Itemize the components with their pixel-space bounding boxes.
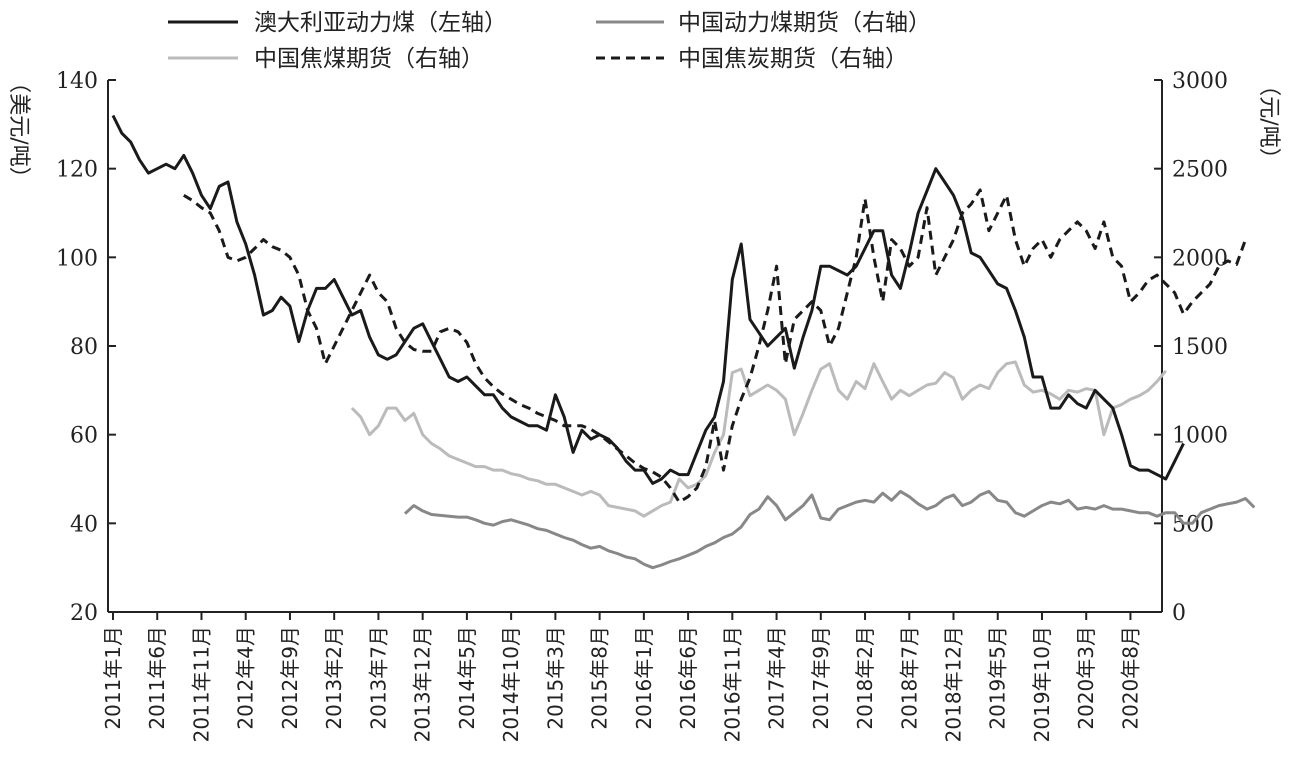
left-tick-label: 60 <box>70 424 98 449</box>
series-layer <box>111 114 1256 570</box>
right-tick-label: 1000 <box>1172 424 1228 449</box>
x-tick-label: 2011年6月 <box>145 626 169 730</box>
right-tick-label: 2000 <box>1172 246 1228 271</box>
legend-label-thermal-futures: 中国动力煤期货（右轴） <box>678 10 931 36</box>
x-tick-label: 2011年1月 <box>101 626 125 730</box>
x-tick-label: 2013年12月 <box>411 626 435 742</box>
x-tick-label: 2018年12月 <box>942 626 966 742</box>
left-tick-label: 40 <box>70 512 98 537</box>
left-tick-label: 20 <box>70 601 98 626</box>
x-tick-label: 2012年9月 <box>278 626 302 730</box>
right-tick-label: 1500 <box>1172 335 1228 360</box>
x-tick-label: 2018年2月 <box>853 626 877 730</box>
x-tick-label: 2013年2月 <box>322 626 346 730</box>
series-line-aus-thermal-coal <box>111 114 1185 485</box>
left-tick-label: 100 <box>56 246 98 271</box>
x-tick-label: 2020年3月 <box>1074 626 1098 730</box>
x-axis-ticks: 2011年1月 2011年6月 2011年11月 2012年4月 2012年9月 2013… <box>101 612 1142 742</box>
x-tick-label: 2016年11月 <box>720 626 744 742</box>
series-line-china-thermal-coal-futures <box>403 489 1256 570</box>
x-tick-label: 2019年5月 <box>986 626 1010 730</box>
x-tick-label: 2016年6月 <box>676 626 700 730</box>
x-tick-label: 2018年7月 <box>897 626 921 730</box>
x-tick-label: 2012年4月 <box>234 626 258 730</box>
x-tick-label: 2015年8月 <box>588 626 612 730</box>
left-axis-title: （美元/吨） <box>6 71 31 188</box>
x-tick-label: 2017年4月 <box>765 626 789 730</box>
x-tick-label: 2011年11月 <box>189 626 213 742</box>
left-tick-label: 140 <box>56 69 98 94</box>
x-tick-label: 2014年5月 <box>455 626 479 730</box>
right-tick-label: 0 <box>1172 601 1186 626</box>
right-tick-label: 3000 <box>1172 69 1228 94</box>
series-line-china-coking-coal-futures <box>350 360 1167 518</box>
x-tick-label: 2015年3月 <box>543 626 567 730</box>
legend-label-aus: 澳大利亚动力煤（左轴） <box>254 10 507 36</box>
legend-label-coke-futures: 中国焦炭期货（右轴） <box>678 46 908 72</box>
left-axis-ticks: 140 120 100 80 60 40 20 <box>56 69 116 626</box>
right-axis-title: （元/吨） <box>1256 74 1281 169</box>
x-tick-label: 2013年7月 <box>366 626 390 730</box>
series-line-china-coke-futures <box>183 188 1247 504</box>
x-tick-label: 2016年1月 <box>632 626 656 730</box>
legend: 澳大利亚动力煤（左轴） 中国动力煤期货（右轴） 中国焦煤期货（右轴） 中国焦炭期… <box>168 10 931 72</box>
legend-label-coking-coal-futures: 中国焦煤期货（右轴） <box>254 46 484 72</box>
x-tick-label: 2020年8月 <box>1118 626 1142 730</box>
left-tick-label: 120 <box>56 158 98 183</box>
axes <box>107 80 1163 613</box>
left-tick-label: 80 <box>70 335 98 360</box>
x-tick-label: 2014年10月 <box>499 626 523 742</box>
x-tick-label: 2017年9月 <box>809 626 833 730</box>
x-tick-label: 2019年10月 <box>1030 626 1054 742</box>
right-tick-label: 2500 <box>1172 158 1228 183</box>
